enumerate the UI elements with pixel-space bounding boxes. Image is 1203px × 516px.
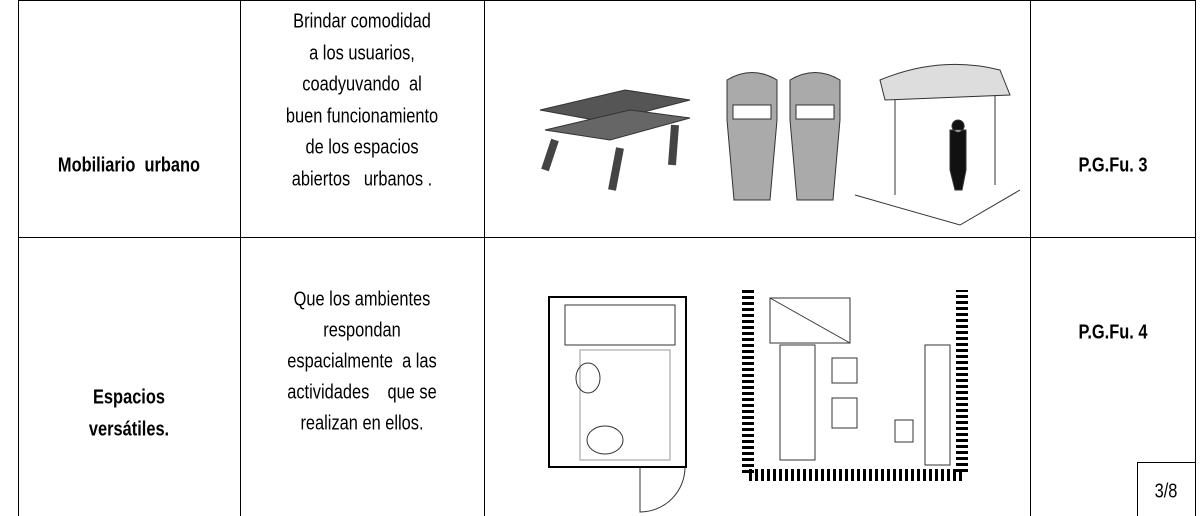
description-line: espacialmente a las <box>287 350 437 373</box>
description-line: Que los ambientes <box>293 288 431 311</box>
element: Espacios <box>92 386 166 409</box>
bin-icon <box>726 72 841 201</box>
bench-icon <box>539 89 691 191</box>
code: P.G.Fu. 3 <box>1078 154 1148 177</box>
border <box>1137 462 1195 463</box>
description-line: realizan en ellos. <box>300 412 424 435</box>
description-line: buen funcionamiento <box>285 105 439 127</box>
border <box>1137 462 1138 516</box>
description-line: actividades que se <box>287 381 437 404</box>
page-number: 3/8 <box>1154 480 1178 503</box>
shelter-icon <box>854 63 1021 226</box>
description-line: respondan <box>323 319 401 342</box>
room-plan <box>742 290 968 481</box>
element: Mobiliario urbano <box>57 154 201 177</box>
bathroom-plan <box>548 296 687 513</box>
description-line: a los usuarios, <box>309 42 415 64</box>
description-line: Brindar comodidad <box>293 10 431 33</box>
code: P.G.Fu. 4 <box>1078 321 1148 344</box>
description-line: abiertos urbanos . <box>291 168 433 190</box>
description-line: coadyuvando al <box>302 73 422 96</box>
description-line: de los espacios <box>305 136 419 159</box>
border <box>18 0 1196 1</box>
border <box>240 0 241 516</box>
border <box>1030 0 1031 516</box>
border <box>484 0 485 516</box>
border <box>1195 0 1196 516</box>
border <box>18 0 19 516</box>
border <box>18 237 1196 238</box>
element: versátiles. <box>88 418 170 441</box>
